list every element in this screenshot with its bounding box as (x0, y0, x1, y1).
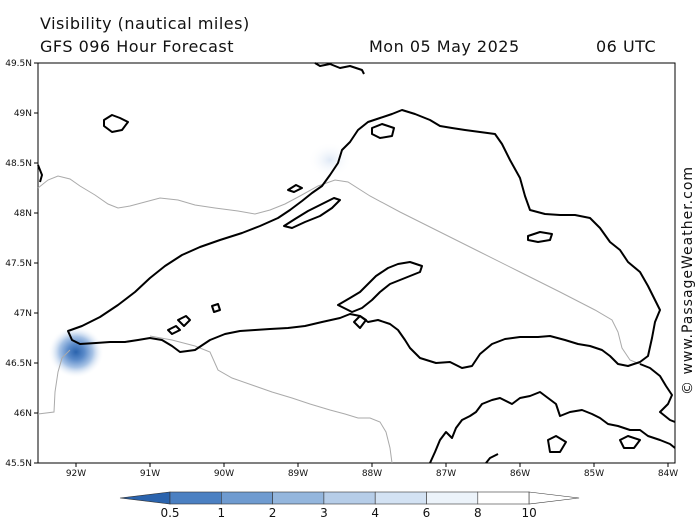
lon-label: 90W (214, 469, 234, 479)
credit-text: © www.PassageWeather.com (680, 165, 696, 395)
lon-label: 88W (362, 469, 382, 479)
lat-label: 46N (14, 409, 32, 419)
colorbar-segment (169, 491, 222, 505)
coastlines (37, 62, 676, 464)
low-visibility-duluth (48, 326, 104, 378)
lon-label: 92W (66, 469, 86, 479)
colorbar-extend-low (119, 491, 171, 505)
lon-label: 91W (140, 469, 160, 479)
map-frame (37, 62, 676, 464)
colorbar-segment (477, 491, 530, 505)
lon-label: 87W (436, 469, 456, 479)
colorbar-label: 1 (217, 506, 225, 520)
colorbar-label: 2 (269, 506, 277, 520)
colorbar: 0.5 1 2 3 4 6 8 10 (119, 491, 580, 520)
isle-royale (283, 197, 341, 229)
colorbar-extend-high (528, 491, 580, 505)
lon-label: 85W (584, 469, 604, 479)
colorbar-label: 8 (474, 506, 482, 520)
map-title: Visibility (nautical miles) (40, 14, 250, 33)
forecast-time: 06 UTC (596, 37, 657, 56)
lat-label: 47N (14, 309, 32, 319)
lat-label: 48N (14, 209, 32, 219)
lat-label: 49N (14, 109, 32, 119)
lat-label: 47.5N (5, 259, 32, 269)
political-borders (37, 175, 646, 464)
colorbar-label: 3 (320, 506, 328, 520)
colorbar-label: 10 (521, 506, 536, 520)
keweenaw-peninsula (337, 261, 423, 313)
colorbar-segment (426, 491, 479, 505)
lat-label: 49.5N (5, 59, 32, 69)
lat-label: 45.5N (5, 459, 32, 469)
forecast-date: Mon 05 May 2025 (369, 37, 520, 56)
lon-label: 84W (658, 469, 678, 479)
lon-label: 89W (288, 469, 308, 479)
colorbar-segment (374, 491, 427, 505)
lon-label: 86W (510, 469, 530, 479)
colorbar-segment (272, 491, 325, 505)
lake-superior-shoreline (67, 109, 661, 369)
colorbar-label: 6 (423, 506, 431, 520)
colorbar-segment (221, 491, 273, 505)
lat-label: 46.5N (5, 359, 32, 369)
forecast-model: GFS 096 Hour Forecast (40, 37, 235, 56)
colorbar-segment (323, 491, 376, 505)
axis-ticks: 49.5N 49N 48.5N 48N 47.5N 47N 46.5N 46N 45.5N 92W… (5, 59, 678, 479)
colorbar-label: 4 (371, 506, 379, 520)
lat-label: 48.5N (5, 159, 32, 169)
colorbar-label: 0.5 (160, 506, 179, 520)
